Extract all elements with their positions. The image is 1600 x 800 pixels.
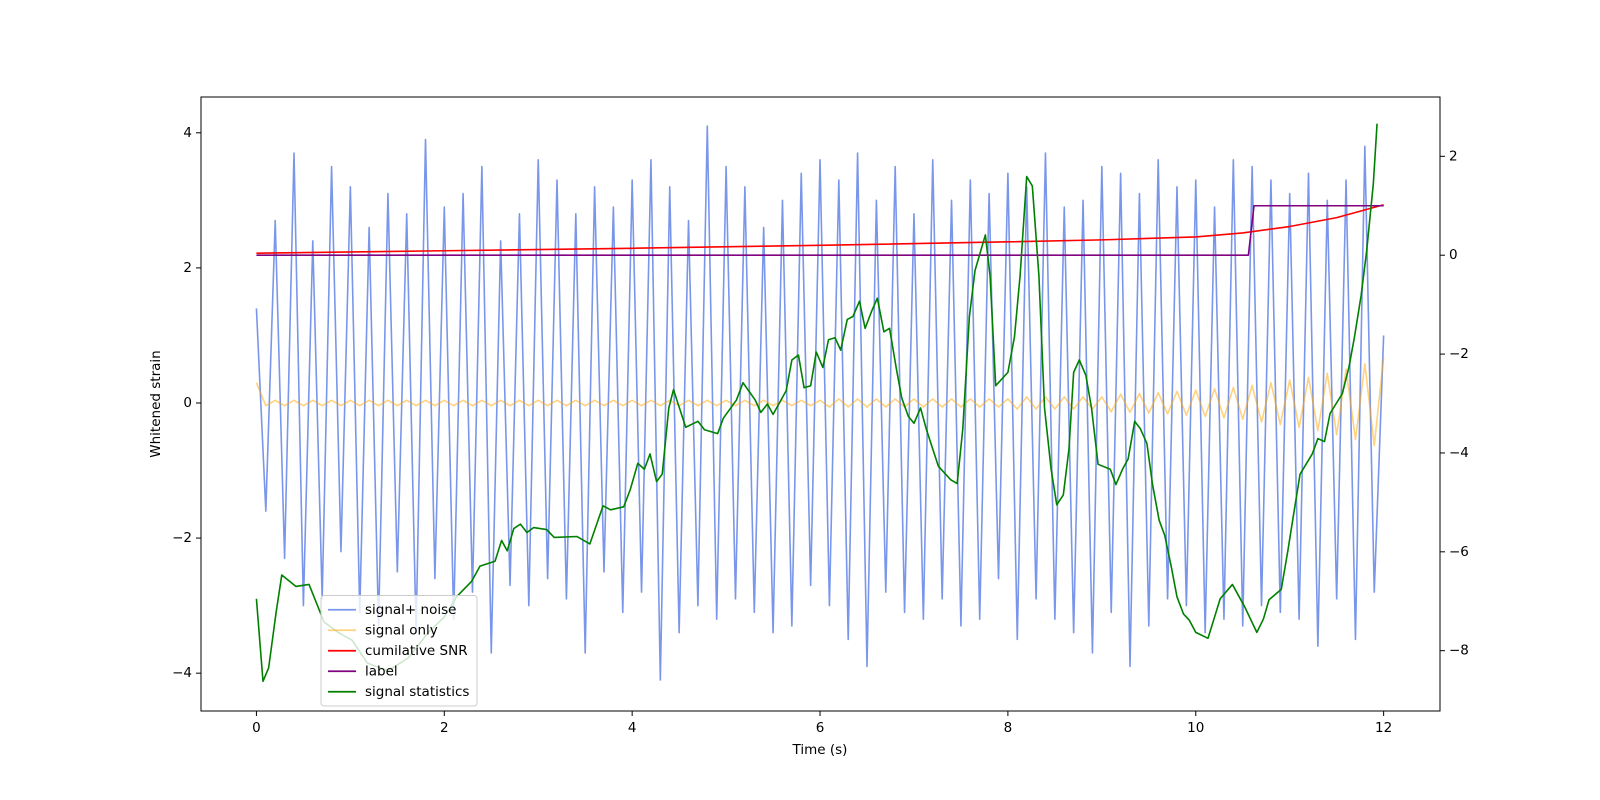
y-tick-label: 0 <box>183 395 192 411</box>
series-line <box>256 204 1384 256</box>
series-line <box>255 125 1385 681</box>
y2-tick-label: −6 <box>1449 544 1469 560</box>
x-tick-label: 2 <box>440 720 449 736</box>
legend-label: signal only <box>365 622 438 638</box>
plot-area <box>255 123 1385 683</box>
y-tick-label: 4 <box>183 125 192 141</box>
x-tick-label: 0 <box>252 720 261 736</box>
y-tick-label: 2 <box>183 260 192 276</box>
x-tick-label: 12 <box>1375 720 1392 736</box>
y2-tick-label: −8 <box>1449 643 1469 659</box>
y2-tick-label: 2 <box>1449 148 1458 164</box>
x-axis-label: Time (s) <box>792 742 848 758</box>
x-tick-label: 10 <box>1187 720 1204 736</box>
legend-box <box>320 595 478 707</box>
y2-tick-label: −4 <box>1449 445 1469 461</box>
y-tick-label: −2 <box>172 530 192 546</box>
x-tick-label: 6 <box>816 720 825 736</box>
series-line <box>255 356 1385 447</box>
x-tick-label: 4 <box>628 720 637 736</box>
y2-tick-label: −2 <box>1449 346 1469 362</box>
legend-label: signal+ noise <box>365 602 456 618</box>
legend-label: signal statistics <box>365 684 469 700</box>
x-tick-label: 8 <box>1004 720 1013 736</box>
legend-label: cumilative SNR <box>365 643 468 659</box>
y2-tick-label: 0 <box>1449 247 1458 263</box>
series-line <box>255 123 1378 683</box>
legend-label: label <box>365 663 398 679</box>
y-tick-label: −4 <box>172 665 192 681</box>
series-line <box>256 203 1384 255</box>
y-axis-label: Whitened strain <box>148 350 164 457</box>
